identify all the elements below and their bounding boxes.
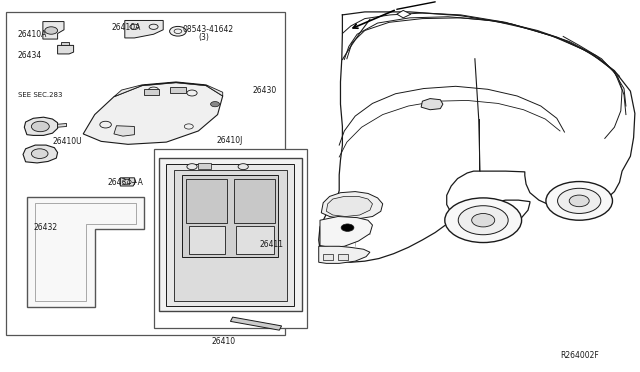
- Circle shape: [31, 121, 49, 132]
- Circle shape: [341, 224, 354, 231]
- Polygon shape: [159, 158, 302, 311]
- Polygon shape: [320, 217, 372, 247]
- Polygon shape: [58, 45, 74, 54]
- Polygon shape: [319, 246, 370, 263]
- Polygon shape: [166, 164, 294, 306]
- Circle shape: [445, 198, 522, 243]
- Text: 26410U: 26410U: [52, 137, 82, 146]
- Polygon shape: [120, 178, 136, 186]
- Polygon shape: [27, 197, 144, 307]
- Polygon shape: [186, 179, 227, 223]
- Polygon shape: [338, 254, 348, 260]
- Polygon shape: [421, 99, 443, 110]
- Polygon shape: [236, 226, 274, 254]
- Polygon shape: [114, 82, 223, 97]
- Polygon shape: [114, 126, 134, 136]
- Circle shape: [170, 26, 186, 36]
- Circle shape: [45, 27, 58, 34]
- Circle shape: [31, 149, 48, 158]
- Text: 26434: 26434: [18, 51, 42, 60]
- Polygon shape: [83, 83, 223, 144]
- Polygon shape: [326, 196, 372, 217]
- Polygon shape: [154, 149, 307, 328]
- Polygon shape: [321, 192, 383, 219]
- Text: (3): (3): [198, 33, 209, 42]
- Polygon shape: [170, 87, 186, 93]
- Polygon shape: [174, 170, 287, 301]
- Polygon shape: [43, 22, 64, 39]
- Text: 26410J: 26410J: [216, 136, 243, 145]
- Polygon shape: [397, 10, 411, 18]
- Circle shape: [472, 214, 495, 227]
- Text: 26434+A: 26434+A: [108, 178, 143, 187]
- Polygon shape: [23, 145, 58, 163]
- Text: 26430: 26430: [253, 86, 277, 94]
- Text: 26410: 26410: [211, 337, 236, 346]
- Polygon shape: [189, 226, 225, 254]
- Circle shape: [546, 182, 612, 220]
- Polygon shape: [182, 175, 278, 257]
- Polygon shape: [144, 89, 159, 95]
- Text: 26411: 26411: [259, 240, 284, 249]
- Text: 26410A: 26410A: [112, 23, 141, 32]
- Polygon shape: [230, 317, 282, 330]
- Text: SEE SEC.283: SEE SEC.283: [18, 92, 63, 98]
- Text: 26410A: 26410A: [18, 30, 47, 39]
- Circle shape: [187, 164, 197, 170]
- Circle shape: [458, 206, 508, 235]
- Circle shape: [238, 164, 248, 170]
- Polygon shape: [234, 179, 275, 223]
- Polygon shape: [24, 117, 58, 135]
- Text: R264002F: R264002F: [560, 351, 599, 360]
- Polygon shape: [58, 124, 67, 127]
- Polygon shape: [6, 12, 285, 335]
- Polygon shape: [198, 163, 211, 169]
- Circle shape: [569, 195, 589, 207]
- Text: 26432: 26432: [33, 223, 58, 232]
- Polygon shape: [323, 254, 333, 260]
- Circle shape: [557, 188, 601, 214]
- Polygon shape: [61, 42, 69, 45]
- Text: 08543-41642: 08543-41642: [182, 25, 234, 33]
- Circle shape: [211, 102, 220, 107]
- Polygon shape: [125, 20, 163, 38]
